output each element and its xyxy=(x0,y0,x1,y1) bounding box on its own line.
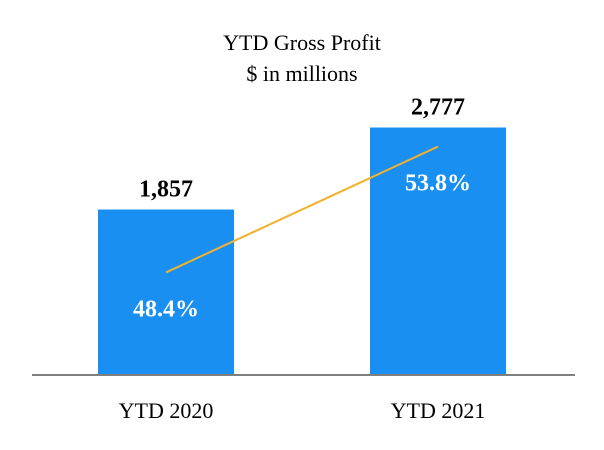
bar-1 xyxy=(370,127,506,375)
bar-0 xyxy=(98,209,234,375)
chart-title: YTD Gross Profit xyxy=(223,30,381,55)
margin-label-1: 53.8% xyxy=(405,171,471,197)
bar-value-label-0: 1,857 xyxy=(139,177,193,203)
margin-line xyxy=(165,145,439,274)
chart-subtitle: $ in millions xyxy=(246,61,358,86)
x-tick-label-1: YTD 2021 xyxy=(391,398,486,423)
margin-label-0: 48.4% xyxy=(133,296,199,322)
bar-value-label-1: 2,777 xyxy=(411,95,465,121)
x-tick-label-0: YTD 2020 xyxy=(119,398,214,423)
